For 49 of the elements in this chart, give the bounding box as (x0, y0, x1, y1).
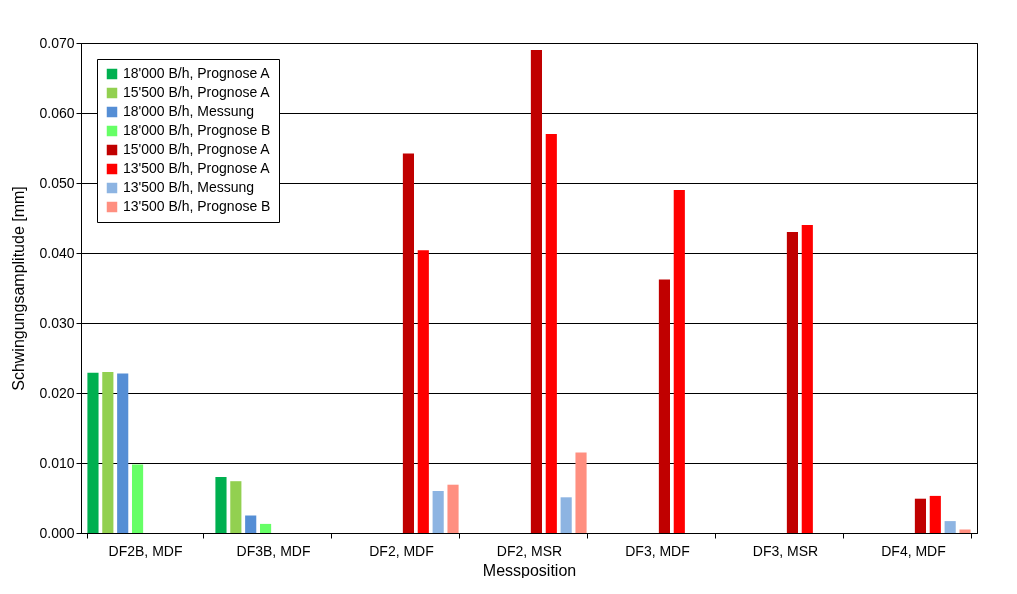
legend-label: 18'000 B/h, Prognose B (123, 122, 271, 138)
bar (801, 225, 813, 533)
bar (215, 477, 227, 533)
x-tick-label: DF3, MDF (625, 542, 690, 559)
bar (447, 484, 459, 533)
bar (87, 372, 99, 533)
bar (259, 523, 272, 533)
legend-label: 13'500 B/h, Prognose A (123, 160, 271, 176)
y-tick-label: 0.020 (39, 384, 75, 401)
bar (230, 481, 242, 533)
bar (929, 495, 941, 533)
x-tick-label: DF4, MDF (881, 542, 946, 559)
legend-label: 15'500 B/h, Prognose A (123, 84, 271, 100)
y-tick-label: 0.050 (39, 174, 75, 191)
bar (117, 373, 129, 533)
y-axis-title: Schwingungsamplitude [mm] (10, 186, 28, 391)
bar (102, 372, 114, 533)
legend-label: 15'000 B/h, Prognose A (123, 141, 271, 157)
bar (560, 497, 572, 533)
bar (417, 250, 429, 533)
bar (402, 153, 415, 533)
legend-label: 18'000 B/h, Messung (123, 103, 255, 119)
bar (545, 134, 557, 533)
bar (432, 491, 444, 533)
y-tick-label: 0.070 (39, 34, 75, 51)
legend-label: 13'500 B/h, Messung (123, 179, 255, 195)
bar (959, 529, 971, 533)
x-tick-label: DF2, MDF (369, 542, 434, 559)
x-tick-label: DF2B, MDF (108, 542, 183, 559)
x-tick-label: DF2, MSR (496, 542, 563, 559)
y-tick-label: 0.040 (39, 244, 75, 261)
bar (575, 452, 587, 533)
bar (245, 515, 257, 533)
x-axis-title: Messposition (482, 561, 577, 579)
y-tick-label: 0.010 (39, 454, 75, 471)
bar (914, 498, 927, 533)
x-tick-label: DF3B, MDF (236, 542, 311, 559)
y-tick-label: 0.000 (39, 524, 75, 541)
x-tick-label: DF3, MSR (752, 542, 819, 559)
bar (944, 521, 956, 533)
bar (673, 190, 685, 533)
y-tick-label: 0.060 (39, 104, 75, 121)
bar (131, 464, 144, 533)
y-tick-label: 0.030 (39, 314, 75, 331)
bar (658, 279, 671, 533)
bar (786, 232, 799, 533)
legend-label: 13'500 B/h, Prognose B (123, 198, 271, 214)
legend-label: 18'000 B/h, Prognose A (123, 65, 271, 81)
bar (530, 50, 543, 533)
